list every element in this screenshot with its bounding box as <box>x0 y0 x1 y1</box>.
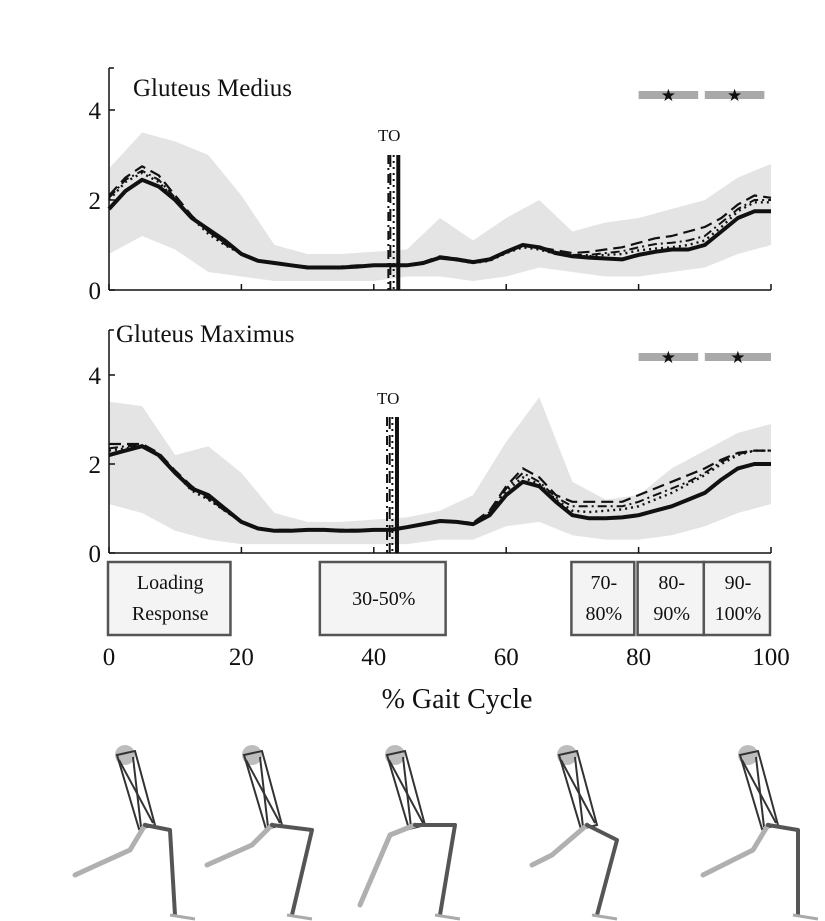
panel-title: Gluteus Maximus <box>116 321 294 348</box>
phase-box <box>636 560 706 637</box>
phase-label-line2: 100% <box>715 603 762 625</box>
x-tick-label: 60 <box>494 644 519 671</box>
phase-label-line1: 70- <box>591 572 618 594</box>
skeleton-foot <box>792 913 819 921</box>
skeleton-30-50 <box>204 745 314 921</box>
skeleton-foot <box>169 913 196 921</box>
skeleton-trunk-strut <box>132 756 142 828</box>
toe-off-label: TO <box>378 126 400 145</box>
skeleton-70-80 <box>357 745 461 921</box>
phase-label-line2: Response <box>132 603 209 625</box>
x-axis-label: % Gait Cycle <box>382 684 533 715</box>
skeleton-front-leg <box>143 823 177 917</box>
skeleton-foot <box>591 913 618 921</box>
skeleton-80-90 <box>529 745 619 921</box>
skeleton-rear-leg <box>700 822 771 878</box>
skeleton-trunk-strut <box>402 756 412 828</box>
x-tick-label: 80 <box>626 644 651 671</box>
gait-phase-boxes: Loading Response 30-50% 70- 80% 80- 90% 90- 100% <box>106 560 772 637</box>
gluteus-medius-panel: 0 2 4 ★ ★ Gluteus Medius TO <box>89 67 772 305</box>
y-tick-label: 0 <box>89 541 102 568</box>
y-tick-label: 0 <box>89 278 102 305</box>
x-tick-label: 100 <box>752 644 790 671</box>
significance-star: ★ <box>661 86 676 105</box>
phase-label-line1: Loading <box>137 572 204 594</box>
x-axis: 0 20 40 60 80 100 <box>103 644 790 671</box>
skeleton-rear-leg <box>72 822 148 878</box>
skeleton-trunk <box>557 749 599 831</box>
skeleton-trunk-strut <box>574 756 584 828</box>
significance-star: ★ <box>730 348 745 367</box>
skeleton-rear-leg <box>357 822 418 908</box>
skeleton-rear-leg <box>529 822 590 868</box>
skeleton-trunk-strut <box>755 756 765 828</box>
skeleton-figures <box>72 745 819 921</box>
y-tick-label: 4 <box>89 98 102 125</box>
skeleton-loading-response <box>72 745 196 921</box>
gluteus-maximus-panel: 0 2 4 ★ ★ Gluteus Maximus TO <box>89 321 772 568</box>
skeleton-90-100 <box>700 745 819 921</box>
x-tick-label: 0 <box>103 644 116 671</box>
variability-band <box>109 132 771 281</box>
skeleton-foot <box>434 913 461 921</box>
panel-title: Gluteus Medius <box>133 75 292 102</box>
skeleton-rear-leg <box>204 822 275 868</box>
skeleton-front-leg <box>585 823 619 917</box>
toe-off-label: TO <box>377 389 399 408</box>
skeleton-front-leg <box>766 823 800 917</box>
phase-box <box>318 560 447 637</box>
phase-label-line1: 30-50% <box>352 588 415 610</box>
skeleton-trunk-strut <box>259 756 269 828</box>
phase-label-line1: 90- <box>725 572 752 594</box>
phase-box <box>570 560 636 637</box>
skeleton-front-leg <box>270 823 314 917</box>
y-tick-label: 2 <box>89 452 102 479</box>
phase-box <box>702 560 772 637</box>
x-tick-label: 40 <box>361 644 386 671</box>
phase-label-line2: 80% <box>586 603 623 625</box>
variability-band <box>109 397 771 545</box>
phase-label-line2: 90% <box>653 603 690 625</box>
phase-box <box>106 560 232 637</box>
phase-label-line1: 80- <box>658 572 685 594</box>
y-tick-label: 2 <box>89 188 102 215</box>
series-line-dotted <box>108 445 771 532</box>
skeleton-foot <box>286 913 313 921</box>
skeleton-front-leg <box>413 823 457 917</box>
series-line-dash-dot <box>108 444 771 532</box>
y-tick-label: 4 <box>89 363 102 390</box>
series-line-dash-dot <box>108 169 771 269</box>
significance-star: ★ <box>661 348 676 367</box>
x-tick-label: 20 <box>229 644 254 671</box>
significance-star: ★ <box>727 86 742 105</box>
